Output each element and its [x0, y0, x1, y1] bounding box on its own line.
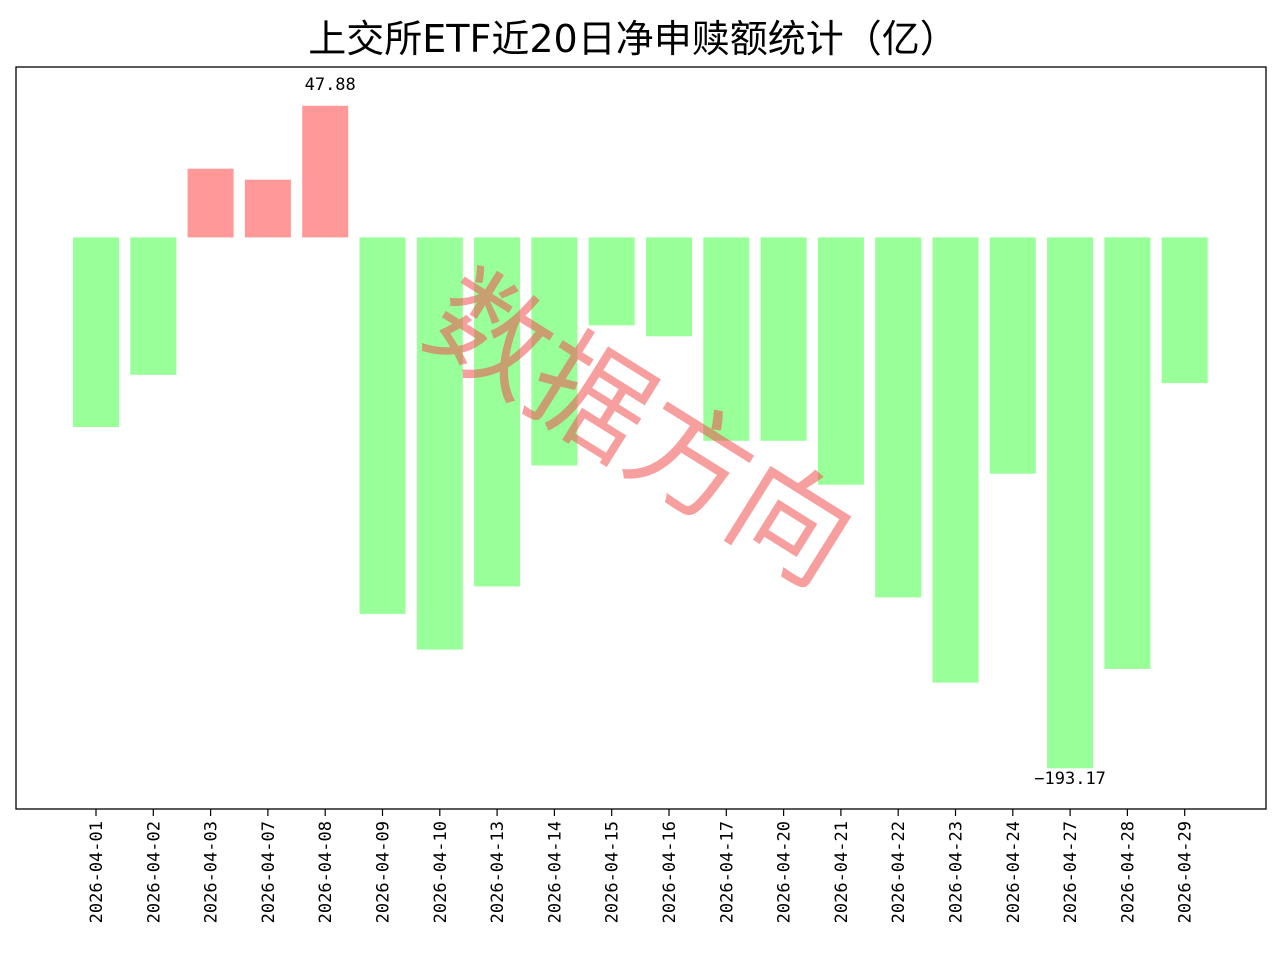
- x-tick-label: 2026-04-03: [202, 821, 222, 923]
- max-value-label: 47.88: [305, 75, 356, 95]
- plot-frame: [15, 66, 1267, 810]
- x-tick-label: 2026-04-20: [775, 821, 795, 923]
- bars-group: [73, 105, 1208, 769]
- bar-2026-04-22: [875, 237, 922, 598]
- bar-2026-04-21: [817, 237, 864, 485]
- bar-2026-04-03: [187, 168, 234, 238]
- bar-2026-04-07: [244, 179, 291, 238]
- x-tick-label: 2026-04-09: [374, 821, 394, 923]
- x-tick-label: 2026-04-16: [660, 821, 680, 923]
- bar-2026-04-08: [302, 105, 349, 238]
- bar-2026-04-13: [474, 237, 521, 587]
- bar-2026-04-29: [1161, 237, 1208, 384]
- x-tick-label: 2026-04-02: [144, 821, 164, 923]
- x-tick-label: 2026-04-08: [316, 821, 336, 923]
- x-tick-label: 2026-04-24: [1004, 821, 1024, 923]
- bar-2026-04-09: [359, 237, 406, 614]
- x-tick-label: 2026-04-28: [1118, 821, 1138, 923]
- x-axis-ticks: 2026-04-01 2026-04-02 2026-04-03 2026-04-07…: [87, 809, 1196, 923]
- bar-2026-04-02: [130, 237, 177, 375]
- min-value-label: −193.17: [1034, 769, 1106, 789]
- x-tick-label: 2026-04-10: [431, 821, 451, 923]
- x-tick-label: 2026-04-29: [1176, 821, 1196, 923]
- x-tick-label: 2026-04-27: [1061, 821, 1081, 923]
- bar-2026-04-27: [1047, 237, 1094, 769]
- bar-2026-04-01: [73, 237, 119, 427]
- x-tick-label: 2026-04-23: [947, 821, 967, 923]
- x-tick-label: 2026-04-07: [259, 821, 279, 923]
- data-labels: 47.88 −193.17: [305, 75, 1106, 789]
- bar-2026-04-20: [760, 237, 807, 441]
- bar-2026-04-28: [1104, 237, 1151, 669]
- x-tick-label: 2026-04-01: [87, 821, 107, 923]
- bar-2026-04-17: [703, 237, 750, 441]
- x-tick-label: 2026-04-14: [545, 821, 565, 923]
- bar-2026-04-15: [588, 237, 635, 326]
- x-tick-label: 2026-04-22: [889, 821, 909, 923]
- bar-2026-04-16: [646, 237, 692, 337]
- bar-2026-04-24: [989, 237, 1036, 474]
- x-tick-label: 2026-04-15: [603, 821, 623, 923]
- x-tick-label: 2026-04-13: [488, 821, 508, 923]
- bar-2026-04-14: [531, 237, 578, 466]
- chart-title: 上交所ETF近20日净申赎额统计（亿）: [308, 17, 957, 61]
- x-tick-label: 2026-04-17: [717, 821, 737, 923]
- bar-2026-04-23: [932, 237, 979, 683]
- x-tick-label: 2026-04-21: [832, 821, 852, 923]
- bar-2026-04-10: [416, 237, 463, 650]
